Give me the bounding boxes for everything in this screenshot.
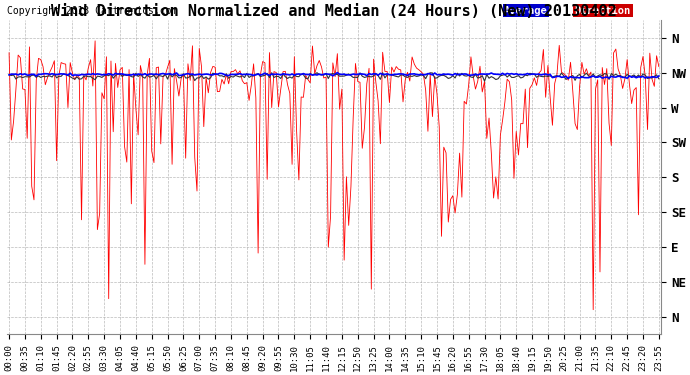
Text: Average: Average — [504, 6, 548, 16]
Title: Wind Direction Normalized and Median (24 Hours) (New) 20130402: Wind Direction Normalized and Median (24… — [51, 4, 617, 19]
Text: Direction: Direction — [575, 6, 631, 16]
Text: Copyright 2013 Cartronics.com: Copyright 2013 Cartronics.com — [7, 6, 177, 16]
